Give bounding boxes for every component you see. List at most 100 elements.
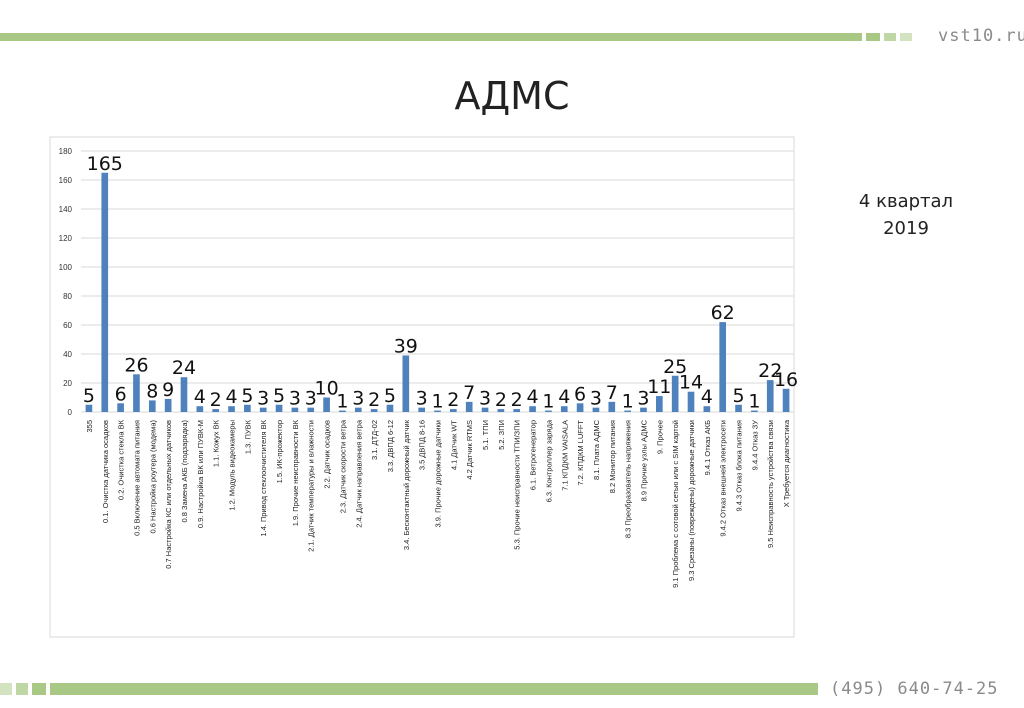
x-tick-label: 9.4.3 Отказ блока питания <box>735 420 744 512</box>
bar <box>370 409 378 412</box>
data-label: 2 <box>447 389 459 411</box>
bar <box>148 400 156 412</box>
bar <box>133 374 140 412</box>
header-accent-square <box>900 33 912 41</box>
y-tick-label: 40 <box>63 350 72 359</box>
y-tick-label: 120 <box>59 234 73 243</box>
data-label: 10 <box>314 378 338 400</box>
x-tick-label: 9.1 Проблема с сотовой сетью или с SIM к… <box>671 420 680 588</box>
x-tick-label: 9.4.2 Отказ внешней электросети <box>719 420 728 537</box>
bar <box>576 403 584 412</box>
data-label: 2 <box>210 389 222 411</box>
y-tick-label: 140 <box>59 205 73 214</box>
y-tick-label: 160 <box>59 176 73 185</box>
data-label: 62 <box>711 302 735 324</box>
data-label: 3 <box>416 388 428 410</box>
bar <box>560 406 568 412</box>
x-tick-label: 3.3. ДВПД 6-12 <box>386 420 395 472</box>
data-label: 3 <box>305 388 317 410</box>
x-tick-label: 3.4. Бесконтактный дорожный датчик <box>402 419 411 550</box>
bar <box>782 388 790 412</box>
x-tick-label: 0.1. Очистка датчика осадков <box>101 420 110 523</box>
data-label: 8 <box>146 380 158 402</box>
data-label: 1 <box>336 391 348 413</box>
x-tick-label: 9.5 Неисправность устройства связи <box>766 420 775 548</box>
data-label: 5 <box>83 385 95 407</box>
x-tick-label: 3.5 ДВПД 8-16 <box>418 420 427 470</box>
data-label: 6 <box>115 383 127 405</box>
data-label: 4 <box>527 386 539 408</box>
x-tick-label: 0.7 Настройка КС или отдельных датчиков <box>164 420 173 569</box>
data-label: 6 <box>574 383 586 405</box>
x-tick-label: 8.1. Плата АДМС <box>592 419 601 480</box>
header-accent-square <box>866 33 880 41</box>
data-label: 4 <box>225 386 237 408</box>
x-tick-label: 2.3. Датчик скорости ветра <box>338 419 347 513</box>
bar <box>655 396 663 412</box>
x-tick-label: 7.2. КПДКМ LUFFT <box>576 420 585 486</box>
data-label: 3 <box>352 388 364 410</box>
x-tick-label: 355 <box>85 420 94 433</box>
data-label: 7 <box>463 382 475 404</box>
x-tick-label: 9.4.4 Отказ ЗУ <box>750 420 759 471</box>
chart-frame <box>49 136 795 638</box>
data-label: 3 <box>257 388 269 410</box>
data-label: 4 <box>701 386 713 408</box>
x-tick-label: 6.3. Контроллер заряда <box>544 419 553 502</box>
bar <box>339 410 346 412</box>
bar <box>402 355 410 412</box>
x-tick-label: 1.2. Модуль видеокамеры <box>228 420 237 511</box>
bar <box>259 407 267 412</box>
x-tick-label: 2.4. Датчик направления ветра <box>354 419 363 528</box>
x-tick-label: 6.1. Ветрогенератор <box>529 420 538 490</box>
data-label: 165 <box>87 153 123 175</box>
x-tick-label: 9.4.1 Отказ АКБ <box>703 420 712 475</box>
x-tick-label: 0.5 Включение автомата питания <box>132 420 141 536</box>
x-tick-label: 7.1 КПДКМ VAISALA <box>560 420 569 491</box>
bar <box>513 409 521 412</box>
bar <box>671 375 679 412</box>
bar <box>180 377 188 412</box>
data-label: 5 <box>273 385 285 407</box>
x-tick-label: 2.1. Датчик температуры и влажности <box>307 420 316 552</box>
bar <box>766 380 774 412</box>
x-tick-label: 0.8 Замена АКБ (подзарядка) <box>180 420 189 523</box>
period-label: 4 квартал 2019 <box>836 188 976 242</box>
data-label: 25 <box>663 356 687 378</box>
x-tick-label: 9.3 Срезаны (повреждены) дорожные датчик… <box>687 420 696 581</box>
data-label: 2 <box>511 389 523 411</box>
x-tick-label: 1.5. ИК-прожектор <box>275 420 284 483</box>
x-tick-label: 5.3. Прочие неисправности ТПИ/ЗПИ <box>513 420 522 550</box>
bar <box>196 406 204 412</box>
data-label: 1 <box>748 391 760 413</box>
data-label: 9 <box>162 379 174 401</box>
x-tick-label: 1.3. ПУВК <box>243 419 252 454</box>
x-tick-label: 8.2 Монитор питания <box>608 420 617 493</box>
data-label: 5 <box>384 385 396 407</box>
bar <box>323 397 330 412</box>
x-tick-label: 8.3 Преобразователь напряжения <box>624 420 633 538</box>
x-tick-label: 5.2. ЗПИ <box>497 420 506 450</box>
bar <box>719 322 727 412</box>
x-tick-label: 4.2 Датчик RTMS <box>465 420 474 480</box>
bar <box>481 407 489 412</box>
x-tick-label: 2.2. Датчик осадков <box>323 420 332 489</box>
bar <box>640 407 647 412</box>
bar <box>608 401 616 412</box>
slide-title: АДМС <box>454 74 570 118</box>
footer-accent-square <box>16 683 28 695</box>
period-quarter: 4 квартал <box>858 191 954 212</box>
x-tick-label: 3.9. Прочие дорожные датчики <box>434 420 443 528</box>
bar <box>592 407 600 412</box>
bar <box>354 407 362 412</box>
bar <box>703 406 711 412</box>
x-tick-label: 4.1 Датчик WT <box>449 420 458 471</box>
data-label: 3 <box>289 388 301 410</box>
bar <box>624 410 631 412</box>
data-label: 1 <box>622 391 634 413</box>
bar <box>117 403 124 412</box>
bar <box>164 398 172 412</box>
bar <box>450 409 457 412</box>
x-tick-label: 3.1. ДТД-02 <box>370 420 379 460</box>
